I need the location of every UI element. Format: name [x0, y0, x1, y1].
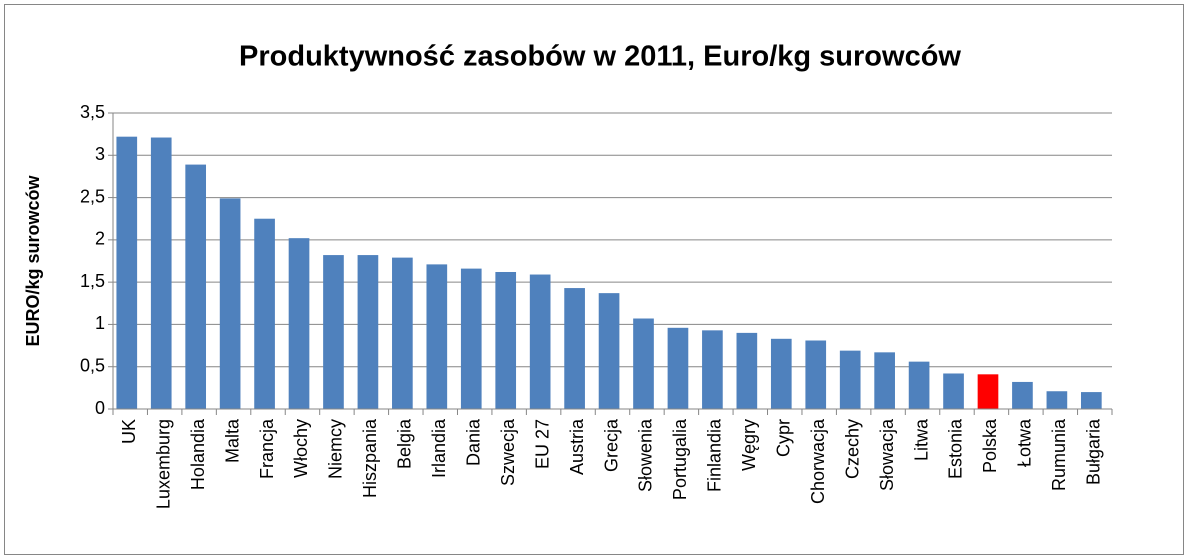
x-tick-label: Francja [257, 418, 277, 479]
bar [839, 350, 861, 409]
x-tick-label: Węgry [739, 419, 759, 471]
x-tick-label: Szwecja [498, 418, 518, 486]
x-tick-label: Hiszpania [360, 418, 380, 498]
bar [633, 318, 654, 409]
bar [736, 332, 758, 409]
x-tick-label: Cypr [773, 419, 793, 457]
bar [185, 164, 207, 409]
bar [770, 338, 792, 409]
bar [702, 330, 723, 409]
bar [977, 374, 999, 409]
x-tick-label: Finlandia [705, 418, 725, 492]
bar [1080, 392, 1102, 409]
bar [495, 271, 517, 409]
bar [116, 136, 138, 409]
x-tick-label: Łotwa [1015, 418, 1035, 467]
x-tick-label: Belgia [395, 418, 415, 469]
y-tick-label: 1 [95, 313, 105, 333]
y-tick-label: 2,5 [80, 186, 105, 206]
bar [323, 255, 344, 409]
x-tick-label: Estonia [946, 418, 966, 479]
x-tick-label: Austria [567, 418, 587, 475]
bar [908, 361, 930, 409]
x-tick-label: EU 27 [532, 419, 552, 469]
x-tick-label: Słowenia [636, 418, 656, 492]
x-tick-label: UK [119, 419, 139, 444]
x-tick-label: Bułgaria [1084, 418, 1104, 485]
bar [564, 288, 585, 409]
bar [598, 293, 620, 409]
x-tick-label: Chorwacja [808, 418, 828, 504]
chart-frame [4, 4, 1184, 555]
bar [1046, 391, 1068, 409]
x-tick-label: Czechy [842, 419, 862, 479]
bar [667, 327, 689, 409]
bar [426, 264, 448, 409]
bar [219, 198, 241, 409]
x-tick-label: Niemcy [326, 419, 346, 479]
x-tick-label: Holandia [188, 418, 208, 490]
x-tick-label: Malta [222, 418, 242, 463]
bar [357, 255, 379, 409]
x-tick-label: Portugalia [670, 418, 690, 500]
bar [1012, 381, 1033, 409]
y-tick-label: 3 [95, 144, 105, 164]
x-tick-label: Polska [980, 418, 1000, 473]
y-tick-label: 0,5 [80, 355, 105, 375]
x-tick-label: Włochy [291, 419, 311, 478]
y-tick-label: 3,5 [80, 102, 105, 122]
bar [805, 340, 827, 409]
y-tick-label: 0 [95, 398, 105, 418]
x-tick-label: Dania [463, 418, 483, 466]
x-tick-label: Irlandia [429, 418, 449, 478]
x-tick-label: Grecja [601, 418, 621, 472]
bar [460, 268, 482, 409]
x-tick-label: Rumunia [1049, 418, 1069, 491]
bar [529, 274, 551, 409]
bar [392, 257, 413, 409]
chart-title: Produktywność zasobów w 2011, Euro/kg su… [239, 41, 961, 73]
x-tick-label: Słowacja [877, 418, 897, 491]
bar [288, 238, 310, 409]
y-axis-label: EURO/kg surowców [23, 174, 43, 346]
bar [150, 137, 172, 410]
y-tick-label: 2 [95, 229, 105, 249]
x-tick-label: Litwa [911, 418, 931, 461]
bar [874, 352, 895, 409]
y-tick-label: 1,5 [80, 271, 105, 291]
bar [254, 218, 275, 409]
bar [943, 373, 964, 409]
x-tick-label: Luxemburg [153, 419, 173, 509]
